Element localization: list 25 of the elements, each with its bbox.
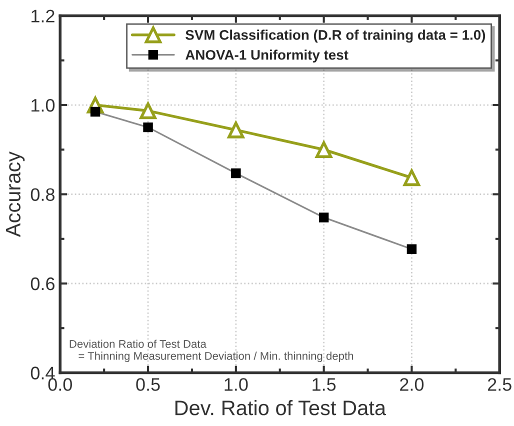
x-tick-label: 2.0 <box>400 378 424 391</box>
x-axis-title: Dev. Ratio of Test Data <box>175 400 386 416</box>
y-tick-label: 0.8 <box>30 188 54 201</box>
point <box>406 244 417 254</box>
y-tick-label: 1.0 <box>32 98 55 112</box>
legend-label: ANOVA-1 Uniformity test <box>185 50 348 63</box>
point <box>231 168 241 178</box>
x-tick-label: 2.5 <box>488 378 512 391</box>
y-tick-label: 1.2 <box>32 10 54 22</box>
point <box>315 141 332 158</box>
point <box>228 122 244 138</box>
point <box>318 212 329 222</box>
x-tick-label: 0.5 <box>136 378 160 391</box>
point <box>90 106 100 117</box>
legend-label: SVM Classification (D.R of training data = 1.0) <box>186 30 486 43</box>
y-tick-label: 0.6 <box>30 277 54 290</box>
x-tick-label: 1.0 <box>224 378 248 391</box>
point <box>403 169 420 186</box>
y-tick-label: 0.4 <box>30 366 55 380</box>
y-axis-title: Accuracy <box>6 151 25 238</box>
point <box>140 102 156 120</box>
annotation: Deviation Ratio of Test Data = Thinning Measurement Deviation / Min. thinning depth <box>70 340 354 362</box>
point <box>143 122 153 132</box>
x-tick-label: 1.5 <box>312 378 336 391</box>
x-tick-label: 0.0 <box>48 378 72 391</box>
